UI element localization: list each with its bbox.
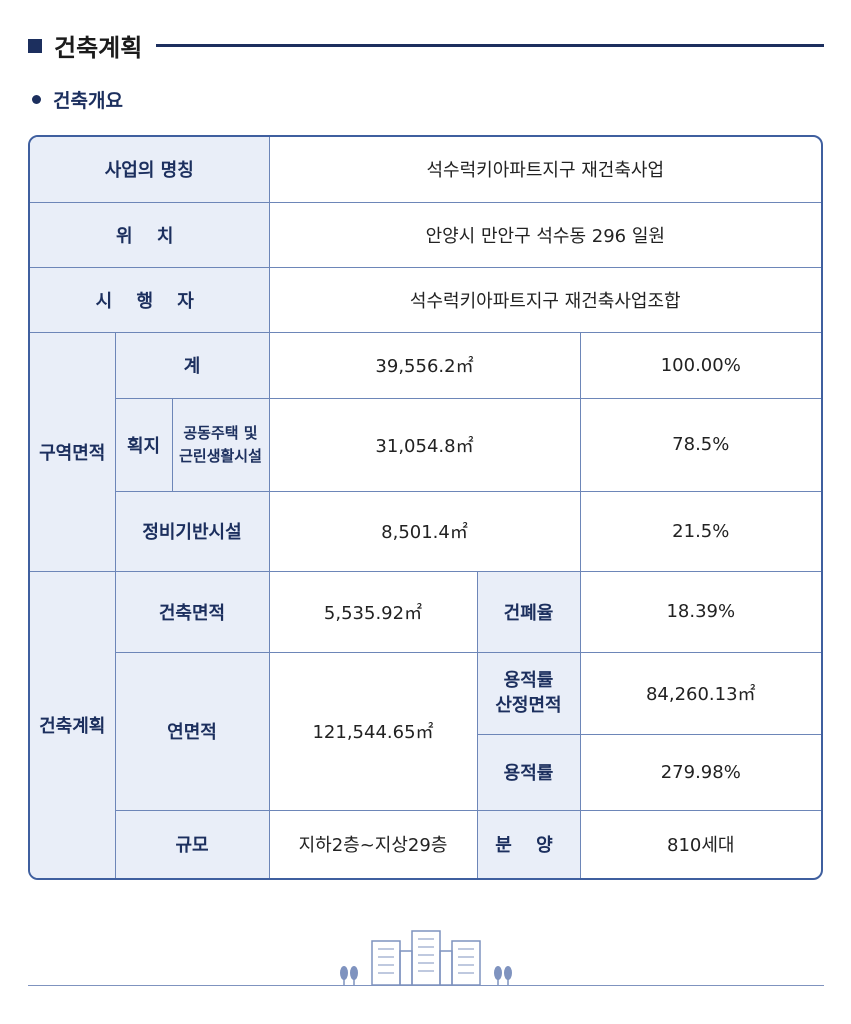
cell-value: 8,501.4㎡ [268,490,581,572]
cell-value: 석수럭키아파트지구 재건축사업 [268,137,821,203]
cell-label: 구역면적 [30,331,116,572]
cell-value: 21.5% [579,490,821,572]
cell-label: 정비기반시설 [115,490,270,572]
cell-value: 5,535.92㎡ [268,570,478,653]
cell-label: 시 행 자 [30,266,270,333]
header-rule [156,44,824,47]
cell-label: 사업의 명칭 [30,137,270,203]
cell-value: 31,054.8㎡ [268,397,581,492]
cell-label: 용적률 산정면적 [476,651,581,735]
cell-value: 100.00% [579,331,821,399]
cell-label: 건축면적 [114,570,270,653]
footer-rule [28,985,824,986]
subsection-header: 건축개요 [32,86,123,113]
cell-value: 84,260.13㎡ [579,651,821,735]
header-icon [28,38,42,53]
cell-label: 위 치 [30,201,270,268]
cell-value: 78.5% [579,397,821,492]
cell-value: 39,556.2㎡ [268,331,581,399]
cell-value: 석수럭키아파트지구 재건축사업조합 [268,266,821,333]
table-frame: 사업의 명칭 석수럭키아파트지구 재건축사업 위 치 안양시 만안구 석수동 296… [28,135,823,880]
overview-table: 사업의 명칭 석수럭키아파트지구 재건축사업 위 치 안양시 만안구 석수동 296… [30,137,821,878]
cell-value: 121,544.65㎡ [268,651,478,811]
cell-label: 분 양 [476,809,581,878]
cell-label: 공동주택 및 근린생활시설 [171,397,270,492]
bullet [32,95,41,104]
cell-label: 연면적 [115,651,270,811]
cell-value: 279.98% [579,733,821,811]
cell-value: 안양시 만안구 석수동 296 일원 [268,201,821,268]
cell-label: 용적률 [477,733,581,811]
cell-label: 계 [114,331,270,399]
cell-label: 규모 [115,809,270,878]
building-illustration [340,930,512,986]
cell-value: 810세대 [579,809,821,878]
cell-value: 지하2층~지상29층 [268,809,478,878]
cell-label: 건축계획 [30,570,116,878]
cell-label: 건폐율 [476,570,581,653]
section-title: 건축계획 [54,34,143,62]
cell-label: 획지 [115,397,173,492]
section-header: 건축계획 [28,28,824,63]
subsection-title: 건축개요 [53,90,123,112]
cell-value: 18.39% [579,570,821,653]
